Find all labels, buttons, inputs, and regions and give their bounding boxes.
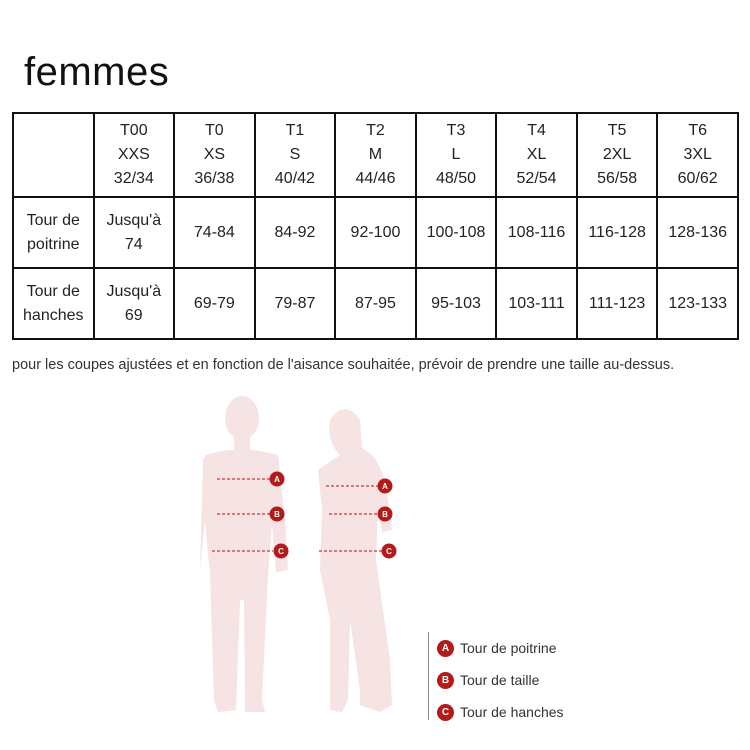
size-header-cell: T4 XL 52/54 [495, 112, 578, 198]
cell-text: 2XL [602, 146, 632, 163]
cell-text: 48/50 [435, 170, 477, 187]
cell-text: T2 [366, 122, 385, 139]
value-cell: Jusqu'à 69 [92, 267, 176, 340]
cell-text: 44/46 [355, 170, 396, 187]
marker-label: A [274, 475, 280, 484]
cell-text: 56/58 [597, 170, 638, 187]
value-cell: 111-123 [575, 267, 659, 340]
legend-label: Tour de taille [460, 672, 540, 688]
cell-text: 52/54 [516, 170, 557, 187]
cell-text: M [368, 146, 383, 163]
cell-text: poitrine [27, 235, 80, 253]
cell-text: S [289, 146, 301, 163]
cell-text: XL [526, 146, 547, 163]
value-cell: 87-95 [334, 267, 417, 340]
value-cell: 123-133 [656, 267, 739, 340]
value-cell: 92-100 [334, 196, 417, 269]
legend-item-hips: C Tour de hanches [437, 696, 564, 728]
marker-c-female [381, 543, 397, 559]
value-cell: 128-136 [656, 196, 739, 269]
cell-text: hanches [23, 306, 84, 324]
value-cell: 69-79 [173, 267, 256, 340]
female-silhouette [318, 409, 392, 712]
value-cell: 116-128 [575, 196, 659, 269]
size-header-cell: T6 3XL 60/62 [656, 112, 739, 198]
size-header-cell: T1 S 40/42 [253, 112, 337, 198]
cell-text: T1 [285, 122, 305, 139]
badge-b-icon: B [437, 671, 454, 689]
cell-text: T0 [205, 122, 224, 139]
value-cell: Jusqu'à 74 [92, 196, 176, 269]
cell-text: 40/42 [274, 170, 315, 187]
legend-item-chest: A Tour de poitrine [437, 632, 564, 664]
cell-text: Tour de [26, 282, 80, 300]
marker-label: C [386, 547, 392, 556]
value-cell: 100-108 [414, 196, 498, 269]
male-silhouette [200, 396, 288, 712]
cell-text: Jusqu'à 74 [106, 211, 162, 253]
value-cell: 84-92 [253, 196, 337, 269]
table-row: Tour de poitrine Jusqu'à 74 74-84 84-92 92-10… [12, 196, 739, 269]
marker-label: B [382, 510, 388, 519]
size-header-cell: T0 XS 36/38 [173, 112, 256, 198]
header-row: T00 XXS 32/34 T0 XS 36/38 T1 S 40/42 T2 M 44/46 T3 L 4… [12, 112, 739, 198]
cell-text: T00 [120, 122, 148, 139]
cell-text: 32/34 [113, 170, 154, 187]
row-label-cell: Tour de poitrine [12, 196, 95, 269]
marker-b-female [377, 506, 393, 522]
cell-text: XXS [117, 146, 150, 163]
size-header-cell: T2 M 44/46 [334, 112, 417, 198]
fit-note: pour les coupes ajustées et en fonction … [12, 357, 675, 373]
cell-text: XS [203, 146, 226, 163]
cell-text: T3 [446, 122, 466, 139]
cell-text: 36/38 [194, 170, 235, 187]
cell-text: 60/62 [677, 170, 718, 187]
marker-c-male [273, 543, 289, 559]
marker-label: B [274, 510, 280, 519]
value-cell: 79-87 [253, 267, 337, 340]
size-header-cell: T3 L 48/50 [414, 112, 498, 198]
table-row: Tour de hanches Jusqu'à 69 69-79 79-87 87-95 9… [12, 267, 739, 340]
page-title: femmes [24, 50, 170, 94]
legend-label: Tour de hanches [460, 704, 564, 720]
legend-item-waist: B Tour de taille [437, 664, 564, 696]
value-cell: 74-84 [173, 196, 256, 269]
row-label-cell: Tour de hanches [12, 267, 95, 340]
marker-label: A [382, 482, 388, 491]
cell-text: T4 [527, 122, 546, 139]
corner-cell [12, 112, 95, 198]
cell-text: L [451, 146, 461, 163]
marker-b-male [269, 506, 285, 522]
value-cell: 108-116 [495, 196, 578, 269]
cell-text: 3XL [683, 146, 712, 163]
cell-text: T5 [607, 122, 627, 139]
marker-label: C [278, 547, 284, 556]
legend-label: Tour de poitrine [460, 640, 557, 656]
measurement-legend: A Tour de poitrine B Tour de taille C Tour … [428, 632, 564, 721]
cell-text: T6 [688, 122, 708, 139]
cell-text: Tour de [26, 211, 80, 229]
size-table: T00 XXS 32/34 T0 XS 36/38 T1 S 40/42 T2 M 44/46 T3 L 4… [12, 112, 739, 340]
marker-a-female [377, 478, 393, 494]
value-cell: 95-103 [414, 267, 498, 340]
size-header-cell: T5 2XL 56/58 [575, 112, 659, 198]
cell-text: Jusqu'à 69 [106, 282, 162, 324]
badge-a-icon: A [437, 639, 454, 657]
marker-a-male [269, 471, 285, 487]
value-cell: 103-111 [495, 267, 578, 340]
badge-c-icon: C [437, 703, 454, 721]
size-header-cell: T00 XXS 32/34 [92, 112, 176, 198]
